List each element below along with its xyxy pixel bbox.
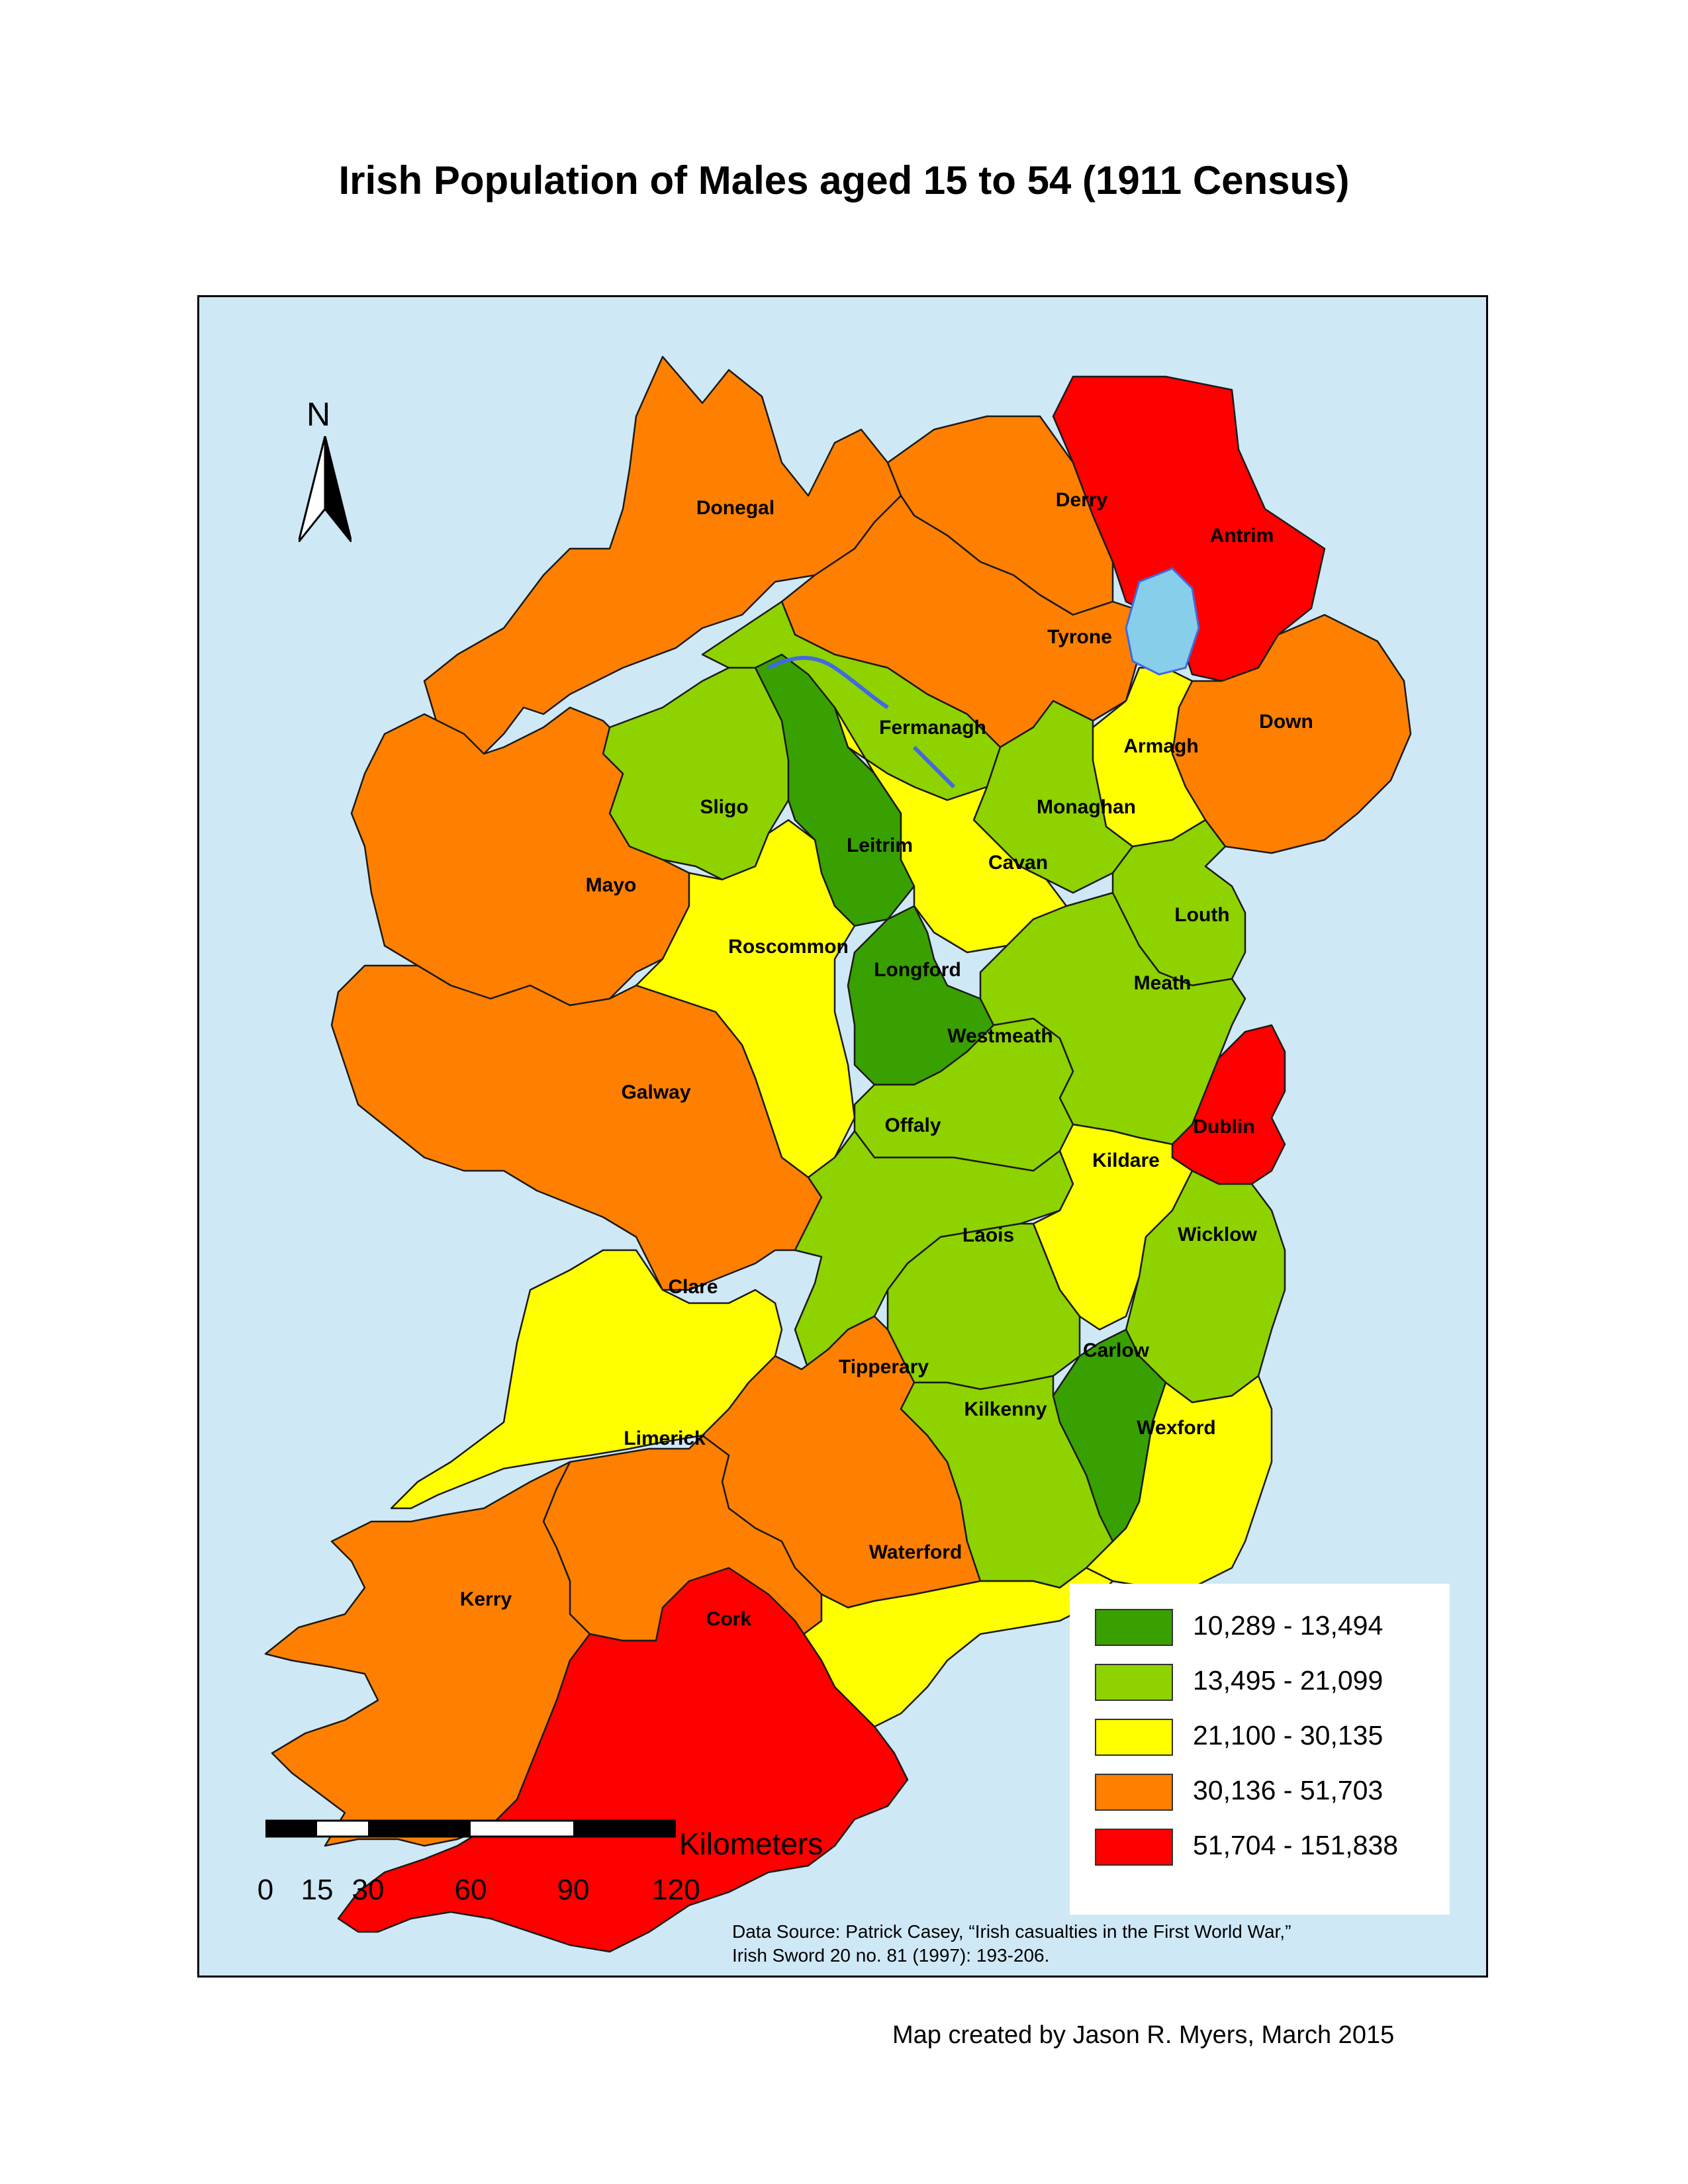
county-label-kilkenny: Kilkenny <box>964 1398 1047 1420</box>
county-label-dublin: Dublin <box>1193 1116 1254 1138</box>
legend-label: 51,704 - 151,838 <box>1193 1830 1399 1860</box>
scale-tick-label: 0 <box>257 1874 274 1906</box>
county-label-tipperary: Tipperary <box>839 1356 929 1378</box>
county-label-wexford: Wexford <box>1137 1417 1215 1439</box>
county-label-kerry: Kerry <box>460 1588 512 1610</box>
county-clare[interactable] <box>390 1249 783 1510</box>
county-label-laois: Laois <box>962 1224 1014 1246</box>
map-frame: Donegal Derry Antrim Tyrone Down Armagh Ferman… <box>197 295 1488 1978</box>
scale-tick-label: 15 <box>301 1874 334 1906</box>
county-label-donegal: Donegal <box>696 497 774 519</box>
legend-swatch <box>1095 1664 1173 1701</box>
legend-label: 10,289 - 13,494 <box>1193 1610 1383 1641</box>
data-source-line: Data Source: Patrick Casey, “Irish casua… <box>732 1921 1291 1942</box>
county-label-leitrim: Leitrim <box>847 835 913 856</box>
data-source: Data Source: Patrick Casey, “Irish casua… <box>732 1920 1454 1968</box>
county-label-sligo: Sligo <box>700 796 748 818</box>
county-label-galway: Galway <box>621 1081 690 1103</box>
data-source-line: Irish Sword 20 no. 81 (1997): 193-206. <box>732 1945 1050 1966</box>
county-label-fermanagh: Fermanagh <box>879 717 986 739</box>
legend-swatch <box>1095 1829 1173 1866</box>
county-label-clare: Clare <box>668 1276 718 1298</box>
map-credit: Map created by Jason R. Myers, March 201… <box>892 2021 1395 2049</box>
north-arrow-icon <box>299 436 352 542</box>
county-label-cavan: Cavan <box>988 852 1048 874</box>
scale-unit-label: Kilometers <box>679 1827 823 1861</box>
legend-swatch <box>1095 1719 1173 1756</box>
legend-swatch <box>1095 1774 1173 1811</box>
county-label-waterford: Waterford <box>869 1541 962 1563</box>
county-label-armagh: Armagh <box>1123 735 1198 757</box>
county-label-longford: Longford <box>874 959 961 981</box>
county-label-antrim: Antrim <box>1210 525 1274 547</box>
county-label-cork: Cork <box>706 1608 752 1630</box>
county-label-westmeath: Westmeath <box>947 1025 1053 1047</box>
scale-bar <box>265 1819 676 1838</box>
county-antrim[interactable] <box>1052 375 1326 682</box>
county-label-tyrone: Tyrone <box>1047 626 1112 648</box>
county-label-louth: Louth <box>1174 904 1229 926</box>
county-label-wicklow: Wicklow <box>1178 1224 1257 1246</box>
legend: 10,289 - 13,494 13,495 - 21,099 21,100 -… <box>1070 1584 1450 1915</box>
county-label-derry: Derry <box>1056 489 1108 511</box>
county-label-roscommon: Roscommon <box>728 936 849 958</box>
county-label-offaly: Offaly <box>884 1115 941 1136</box>
map-title: Irish Population of Males aged 15 to 54 … <box>338 158 1350 203</box>
county-galway[interactable] <box>330 964 823 1291</box>
county-donegal[interactable] <box>423 355 902 768</box>
county-label-meath: Meath <box>1134 972 1192 994</box>
lough-erne-lower <box>912 745 956 789</box>
county-cork[interactable] <box>337 1567 909 1953</box>
scale-tick-label: 90 <box>557 1874 590 1906</box>
ireland-map: Donegal Derry Antrim Tyrone Down Armagh Ferman… <box>264 355 1412 1953</box>
legend-swatch <box>1095 1609 1173 1646</box>
scale-tick-label: 120 <box>651 1874 700 1906</box>
scale-tick-label: 60 <box>454 1874 487 1906</box>
legend-label: 13,495 - 21,099 <box>1193 1665 1383 1696</box>
lough-neagh <box>1125 567 1200 676</box>
north-label: N <box>306 396 331 433</box>
county-label-carlow: Carlow <box>1083 1340 1150 1361</box>
scale-tick-label: 30 <box>352 1874 385 1906</box>
county-label-monaghan: Monaghan <box>1037 796 1136 818</box>
legend-label: 30,136 - 51,703 <box>1193 1775 1383 1805</box>
county-label-mayo: Mayo <box>586 874 637 896</box>
lough-erne-upper <box>767 656 889 709</box>
county-label-down: Down <box>1259 711 1313 733</box>
county-label-kildare: Kildare <box>1092 1150 1160 1171</box>
county-label-limerick: Limerick <box>624 1428 706 1449</box>
legend-label: 21,100 - 30,135 <box>1193 1720 1383 1751</box>
